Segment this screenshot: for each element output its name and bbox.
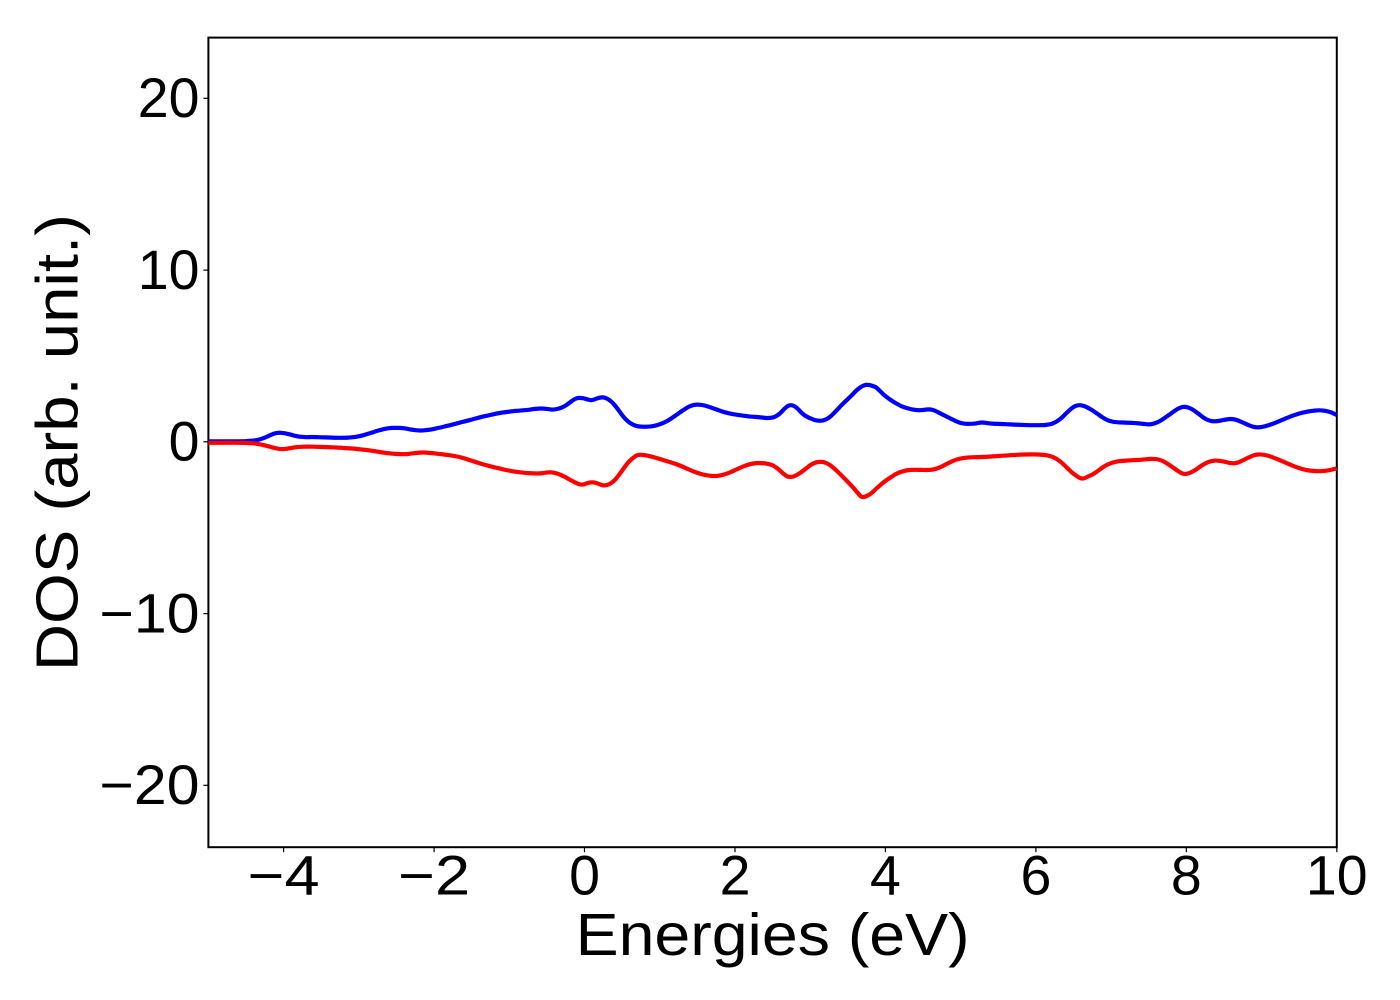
svg-text:−4: −4 [248, 845, 320, 907]
svg-text:Energies (eV): Energies (eV) [576, 902, 970, 968]
svg-text:−2: −2 [398, 845, 470, 907]
svg-text:0: 0 [569, 845, 600, 907]
svg-text:−20: −20 [100, 754, 200, 816]
svg-text:6: 6 [1020, 845, 1051, 907]
svg-text:10: 10 [138, 239, 200, 301]
svg-text:−10: −10 [100, 582, 200, 644]
svg-text:4: 4 [870, 845, 901, 907]
svg-text:2: 2 [720, 845, 751, 907]
svg-text:DOS (arb. unit.): DOS (arb. unit.) [25, 214, 91, 671]
svg-text:0: 0 [169, 411, 200, 473]
svg-text:20: 20 [138, 67, 200, 129]
svg-text:10: 10 [1306, 845, 1368, 907]
svg-text:8: 8 [1171, 845, 1202, 907]
